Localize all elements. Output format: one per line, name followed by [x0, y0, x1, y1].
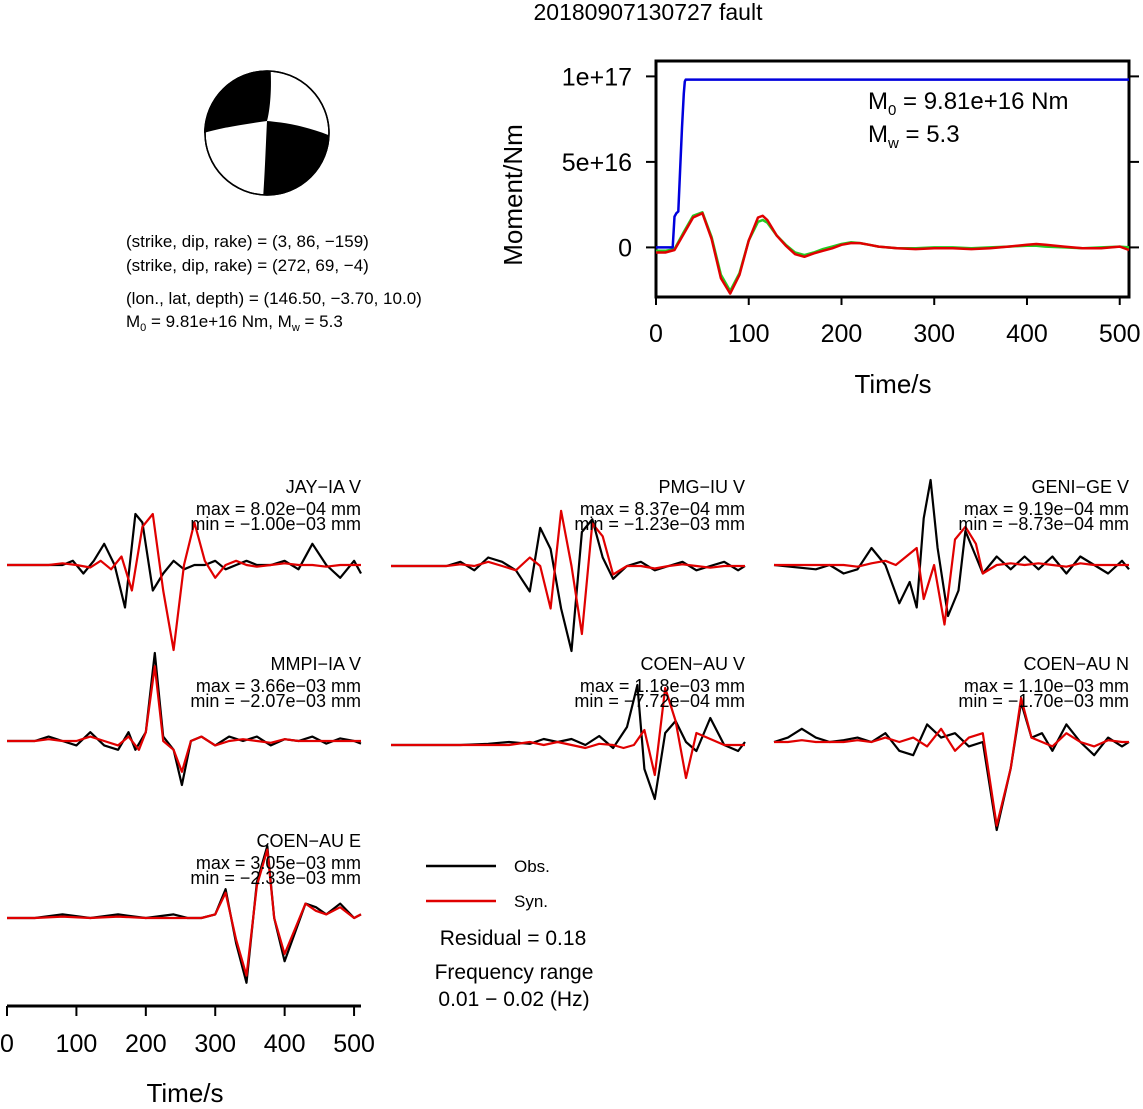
moment-x-tick-label: 400	[1006, 320, 1048, 348]
station-min-value: min = −8.73e−04 mm	[958, 514, 1129, 534]
synthetic-trace	[391, 686, 745, 780]
station-max-value: max = 1.18e−03 mm	[580, 676, 745, 696]
station-min-value: min = −2.33e−03 mm	[190, 868, 361, 888]
residual-value: Residual = 0.18	[440, 927, 587, 950]
station-min-value: min = −1.00e−03 mm	[190, 514, 361, 534]
observed-trace	[773, 701, 1130, 832]
station-label: PMG−IU V	[658, 477, 745, 497]
moment-y-axis-label: Moment/Nm	[498, 124, 528, 266]
moment-x-tick-label: 300	[913, 320, 955, 348]
nodal-plane-2: (strike, dip, rake) = (272, 69, −4)	[126, 256, 369, 275]
station-label: GENI−GE V	[1031, 477, 1129, 497]
frequency-range-value: 0.01 − 0.02 (Hz)	[438, 988, 589, 1011]
station-max-value: max = 3.05e−03 mm	[196, 853, 361, 873]
moment-x-tick-label: 200	[821, 320, 863, 348]
observed-trace	[391, 683, 746, 801]
moment-y-tick-label: 5e+16	[562, 149, 632, 177]
moment-x-tick-label: 500	[1099, 320, 1141, 348]
moment-annotation-m0: M0 = 9.81e+16 Nm	[868, 88, 1068, 119]
legend-obs-label: Obs.	[514, 857, 550, 876]
moment-rate-red-line	[656, 211, 1130, 295]
station-min-value: min = −7.72e−04 mm	[574, 691, 745, 711]
synthetic-trace	[7, 848, 362, 977]
waveform-time-axis: 0 100 200 300 400 500	[0, 1004, 375, 1058]
station-label: COEN−AU V	[640, 654, 745, 674]
legend: Obs. Syn.	[426, 857, 550, 911]
moment-x-tick-label: 0	[649, 320, 663, 348]
station-min-value: min = −1.70e−03 mm	[958, 691, 1129, 711]
observed-trace	[773, 478, 1130, 618]
station-max-value: max = 3.66e−03 mm	[196, 676, 361, 696]
station-max-value: max = 1.10e−03 mm	[964, 676, 1129, 696]
observed-trace	[7, 651, 362, 787]
waveform-x-tick-label: 200	[125, 1030, 167, 1058]
synthetic-trace	[774, 525, 1129, 626]
moment-x-tick-label: 100	[728, 320, 770, 348]
station-max-value: max = 9.19e−04 mm	[964, 499, 1129, 519]
station-label: COEN−AU N	[1023, 654, 1129, 674]
waveform-x-tick-label: 400	[264, 1030, 306, 1058]
station-max-value: max = 8.02e−04 mm	[196, 499, 361, 519]
nodal-plane-1: (strike, dip, rake) = (3, 86, −159)	[126, 232, 369, 251]
moment-y-tick-label: 0	[618, 234, 632, 262]
moment-annotation-mw: Mw = 5.3	[868, 121, 960, 152]
synthetic-trace	[7, 512, 361, 652]
station-min-value: min = −2.07e−03 mm	[190, 691, 361, 711]
waveform-x-tick-label: 0	[0, 1030, 14, 1058]
moment-plot-frame	[654, 59, 1131, 299]
station-min-value: min = −1.23e−03 mm	[574, 514, 745, 534]
moment-chart: 0 100 200 300 400 500 0 5e+16 1e+17 M0 = 9.81e+1…	[498, 59, 1141, 399]
legend-syn-label: Syn.	[514, 892, 548, 911]
synthetic-trace	[391, 509, 745, 636]
station-label: MMPI−IA V	[270, 654, 361, 674]
moment-y-tick-label: 1e+17	[562, 63, 632, 91]
synthetic-trace	[7, 665, 361, 773]
cumulative-moment-line	[656, 78, 1129, 249]
moment-rate-green-line	[656, 211, 1130, 293]
figure-title: 20180907130727 fault	[534, 0, 764, 25]
waveform-x-axis-label: Time/s	[146, 1078, 223, 1104]
station-max-value: max = 8.37e−04 mm	[580, 499, 745, 519]
beachball-icon	[203, 70, 330, 196]
observed-trace	[7, 844, 362, 984]
waveform-x-tick-label: 500	[333, 1030, 375, 1058]
hypocenter-location: (lon., lat, depth) = (146.50, −3.70, 10.…	[126, 289, 422, 308]
station-label: COEN−AU E	[256, 831, 361, 851]
moment-magnitude-line: M0 = 9.81e+16 Nm, Mw = 5.3	[126, 312, 343, 334]
station-label: JAY−IA V	[286, 477, 361, 497]
waveform-x-tick-label: 300	[194, 1030, 236, 1058]
observed-trace	[391, 518, 746, 653]
frequency-range-label: Frequency range	[435, 961, 594, 984]
waveform-x-tick-label: 100	[56, 1030, 98, 1058]
synthetic-trace	[774, 696, 1129, 827]
moment-x-axis-label: Time/s	[854, 369, 931, 399]
